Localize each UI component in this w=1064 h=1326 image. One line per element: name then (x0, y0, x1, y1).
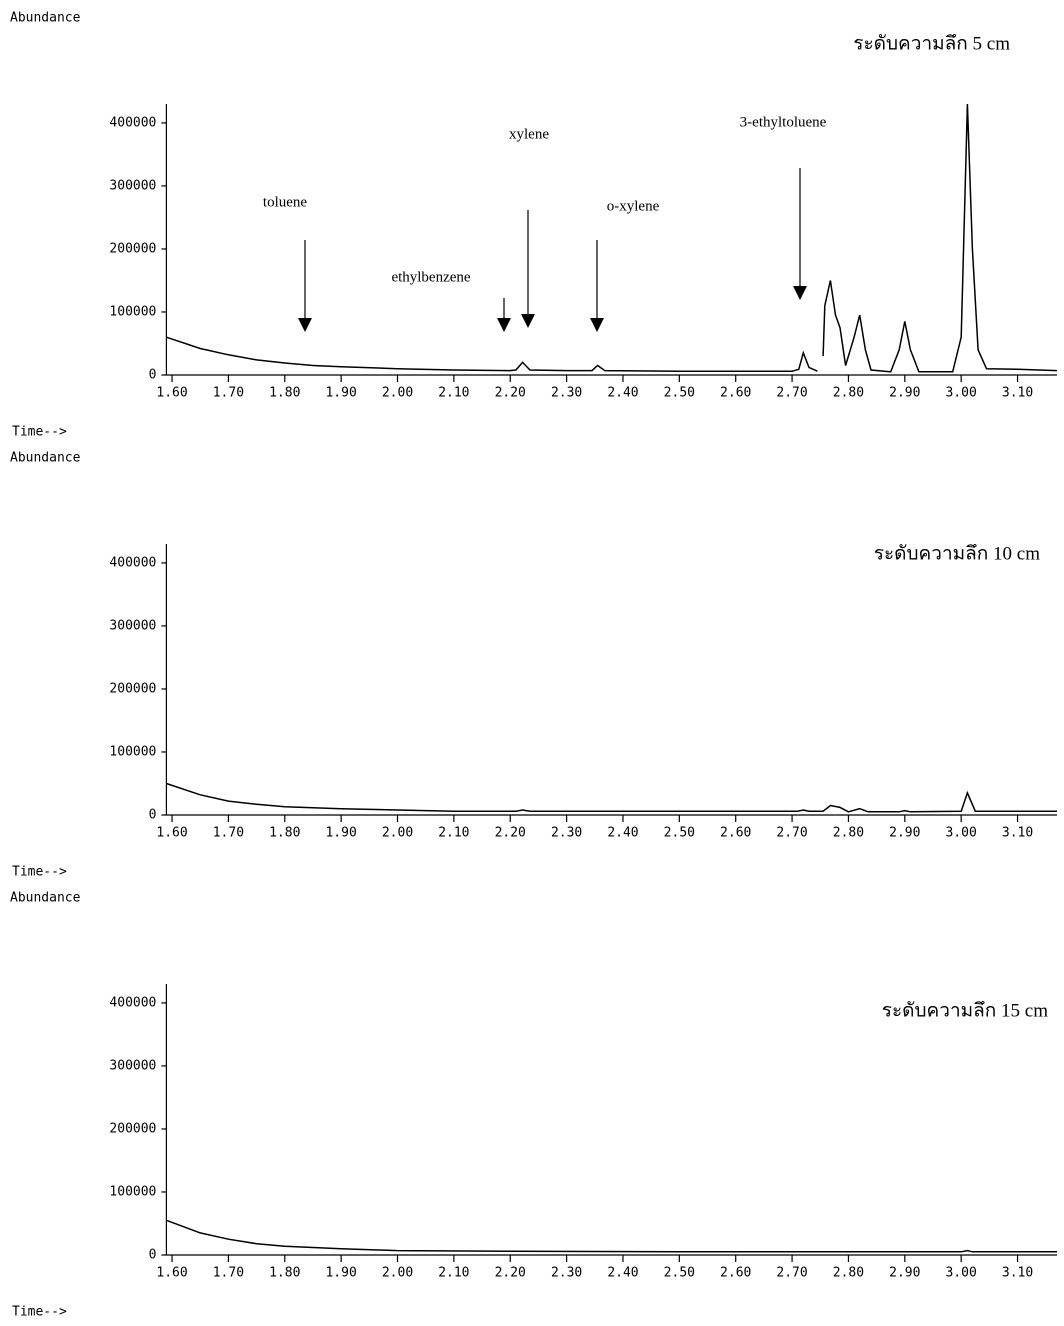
x-axis-label: Time--> (12, 425, 67, 440)
chromatogram-trace (166, 784, 1057, 812)
x-tick-label: 1.70 (213, 386, 244, 401)
x-tick-label: 1.80 (269, 826, 300, 841)
x-tick-label: 2.80 (833, 1266, 864, 1281)
arrow-head (497, 318, 511, 332)
x-tick-label: 2.10 (438, 386, 469, 401)
peak-label: ethylbenzene (391, 269, 470, 285)
subtitle: ระดับความลึก 5 cm (853, 33, 1010, 54)
y-tick-label: 300000 (109, 618, 156, 633)
x-tick-label: 1.60 (156, 826, 187, 841)
x-tick-label: 1.60 (156, 1266, 187, 1281)
y-tick-label: 0 (149, 368, 157, 383)
x-tick-label: 1.70 (213, 1266, 244, 1281)
x-tick-label: 1.80 (269, 1266, 300, 1281)
x-tick-label: 2.00 (382, 826, 413, 841)
x-tick-label: 2.50 (664, 1266, 695, 1281)
x-tick-label: 2.90 (889, 386, 920, 401)
x-tick-label: 2.90 (889, 1266, 920, 1281)
arrow-head (590, 318, 604, 332)
y-tick-label: 300000 (109, 1058, 156, 1073)
x-tick-label: 1.90 (325, 386, 356, 401)
x-tick-label: 2.40 (607, 386, 638, 401)
peak-label: 3-ethyltoluene (740, 114, 827, 130)
y-axis-label: Abundance (10, 451, 81, 466)
x-tick-label: 2.70 (776, 1266, 807, 1281)
x-tick-label: 1.60 (156, 386, 187, 401)
x-axis-label: Time--> (12, 865, 67, 880)
x-tick-label: 1.80 (269, 386, 300, 401)
x-tick-label: 2.40 (607, 1266, 638, 1281)
x-tick-label: 2.30 (551, 1266, 582, 1281)
x-tick-label: 1.70 (213, 826, 244, 841)
page: Abundance Time--> ระดับความลึก 5 cm 0 100000… (0, 0, 1064, 1326)
subtitle: ระดับความลึก 10 cm (874, 543, 1040, 564)
x-tick-label: 2.10 (438, 826, 469, 841)
x-tick-label: 2.00 (382, 1266, 413, 1281)
y-tick-label: 400000 (109, 555, 156, 570)
arrow-head (298, 318, 312, 332)
x-tick-label: 2.20 (495, 826, 526, 841)
peak-label: toluene (263, 194, 307, 210)
x-tick-label: 3.10 (1002, 1266, 1033, 1281)
y-tick-label: 0 (149, 1248, 157, 1263)
x-tick-label: 2.10 (438, 1266, 469, 1281)
x-tick-label: 2.30 (551, 386, 582, 401)
x-tick-label: 2.20 (495, 386, 526, 401)
y-tick-label: 400000 (109, 115, 156, 130)
y-axis-label: Abundance (10, 11, 81, 26)
peak-label: xylene (509, 126, 549, 142)
x-tick-label: 1.90 (325, 1266, 356, 1281)
y-tick-label: 100000 (109, 744, 156, 759)
y-axis-label: Abundance (10, 891, 81, 906)
y-tick-label: 0 (149, 808, 157, 823)
x-axis-label: Time--> (12, 1305, 67, 1320)
chromatogram-trace (166, 104, 1057, 372)
x-tick-label: 2.00 (382, 386, 413, 401)
x-tick-label: 2.90 (889, 826, 920, 841)
arrow-head (793, 286, 807, 300)
x-tick-label: 2.70 (776, 826, 807, 841)
x-tick-label: 3.10 (1002, 386, 1033, 401)
x-tick-label: 2.50 (664, 826, 695, 841)
y-tick-label: 100000 (109, 1184, 156, 1199)
x-tick-label: 3.00 (946, 386, 977, 401)
x-tick-label: 2.80 (833, 826, 864, 841)
y-tick-label: 400000 (109, 995, 156, 1010)
arrow-head (521, 314, 535, 328)
peak-label: o-xylene (607, 198, 660, 214)
x-tick-label: 2.70 (776, 386, 807, 401)
x-tick-label: 1.90 (325, 826, 356, 841)
x-tick-label: 2.30 (551, 826, 582, 841)
y-tick-label: 200000 (109, 681, 156, 696)
x-tick-label: 2.80 (833, 386, 864, 401)
y-tick-label: 100000 (109, 304, 156, 319)
chromatogram-trace (166, 1220, 1057, 1252)
x-tick-label: 2.40 (607, 826, 638, 841)
y-tick-label: 200000 (109, 1121, 156, 1136)
x-tick-label: 3.10 (1002, 826, 1033, 841)
subtitle: ระดับความลึก 15 cm (882, 1000, 1048, 1021)
x-tick-label: 2.50 (664, 386, 695, 401)
y-tick-label: 200000 (109, 241, 156, 256)
x-tick-label: 2.60 (720, 386, 751, 401)
x-tick-label: 2.60 (720, 1266, 751, 1281)
y-tick-label: 300000 (109, 178, 156, 193)
x-tick-label: 2.20 (495, 1266, 526, 1281)
x-tick-label: 3.00 (946, 1266, 977, 1281)
x-tick-label: 3.00 (946, 826, 977, 841)
x-tick-label: 2.60 (720, 826, 751, 841)
